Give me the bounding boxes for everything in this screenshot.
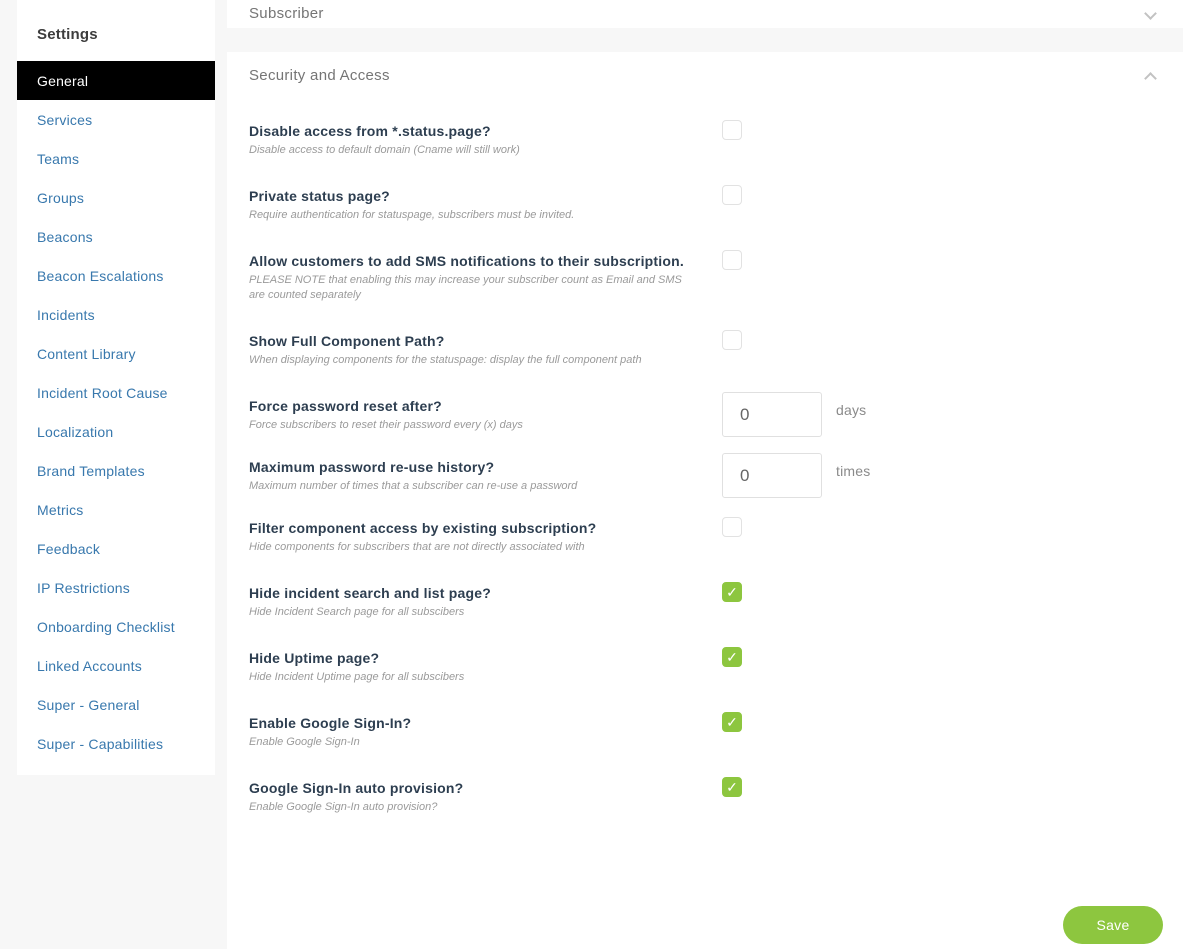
security-and-access-section: Security and Access Disable access from … bbox=[227, 52, 1183, 949]
sidebar-item-groups[interactable]: Groups bbox=[37, 189, 85, 206]
sidebar-item-feedback[interactable]: Feedback bbox=[37, 540, 101, 557]
sidebar-item-localization[interactable]: Localization bbox=[37, 423, 114, 440]
setting-title: Show Full Component Path? bbox=[249, 333, 445, 349]
security-section-title: Security and Access bbox=[249, 67, 390, 84]
input-unit-label: times bbox=[836, 463, 871, 479]
setting-row: Google Sign-In auto provision? Enable Goo… bbox=[249, 777, 1161, 815]
setting-subtitle: Enable Google Sign-In bbox=[249, 736, 360, 748]
setting-title: Force password reset after? bbox=[249, 398, 442, 414]
setting-row: Maximum password re-use history? Maximum … bbox=[249, 453, 1161, 498]
setting-row: Hide incident search and list page? Hide … bbox=[249, 582, 1161, 620]
main-content: Subscriber Security and Access Disable a… bbox=[227, 0, 1183, 949]
setting-row: Filter component access by existing subs… bbox=[249, 517, 1161, 555]
input-unit-label: days bbox=[836, 402, 867, 418]
checkbox-unchecked[interactable] bbox=[722, 185, 742, 205]
setting-title: Maximum password re-use history? bbox=[249, 459, 495, 475]
chevron-down-icon[interactable] bbox=[1144, 7, 1157, 20]
checkbox-checked[interactable]: ✓ bbox=[722, 647, 742, 667]
sidebar-item-incident-root-cause[interactable]: Incident Root Cause bbox=[37, 384, 168, 401]
setting-row: Force password reset after? Force subscri… bbox=[249, 392, 1161, 437]
sidebar-item-beacons[interactable]: Beacons bbox=[37, 228, 93, 245]
checkbox-checked[interactable]: ✓ bbox=[722, 712, 742, 732]
sidebar-item-services[interactable]: Services bbox=[37, 111, 93, 128]
sidebar-item-incidents[interactable]: Incidents bbox=[37, 306, 95, 323]
setting-title: Allow customers to add SMS notifications… bbox=[249, 253, 684, 269]
setting-row-text: Enable Google Sign-In? Enable Google Sign… bbox=[249, 713, 722, 750]
save-button[interactable]: Save bbox=[1063, 906, 1163, 944]
setting-subtitle: Hide Incident Uptime page for all subsci… bbox=[249, 671, 465, 683]
sidebar-item-linked-accounts[interactable]: Linked Accounts bbox=[37, 657, 142, 674]
setting-row: Hide Uptime page? Hide Incident Uptime pa… bbox=[249, 647, 1161, 685]
setting-row-text: Hide incident search and list page? Hide … bbox=[249, 583, 722, 620]
sidebar-item-ip-restrictions[interactable]: IP Restrictions bbox=[37, 579, 130, 596]
setting-subtitle: Enable Google Sign-In auto provision? bbox=[249, 801, 438, 813]
sidebar-item-super-general[interactable]: Super - General bbox=[37, 696, 140, 713]
setting-row-text: Google Sign-In auto provision? Enable Goo… bbox=[249, 778, 722, 815]
setting-title: Enable Google Sign-In? bbox=[249, 715, 412, 731]
sidebar-item-super-capabilities[interactable]: Super - Capabilities bbox=[37, 735, 164, 752]
setting-title: Disable access from *.status.page? bbox=[249, 123, 491, 139]
subscriber-section-title: Subscriber bbox=[249, 5, 324, 22]
sidebar-item-content-library[interactable]: Content Library bbox=[37, 345, 136, 362]
setting-subtitle: When displaying components for the statu… bbox=[249, 354, 642, 366]
setting-row-text: Allow customers to add SMS notifications… bbox=[249, 251, 722, 303]
setting-row-text: Filter component access by existing subs… bbox=[249, 518, 722, 555]
number-input[interactable] bbox=[722, 453, 822, 498]
chevron-up-icon[interactable] bbox=[1144, 72, 1157, 85]
checkbox-unchecked[interactable] bbox=[722, 330, 742, 350]
checkbox-unchecked[interactable] bbox=[722, 517, 742, 537]
setting-row: Disable access from *.status.page? Disabl… bbox=[249, 120, 1161, 158]
sidebar-item-metrics[interactable]: Metrics bbox=[37, 501, 84, 518]
sidebar-title: Settings bbox=[37, 26, 98, 43]
checkbox-checked[interactable]: ✓ bbox=[722, 582, 742, 602]
setting-subtitle: Disable access to default domain (Cname … bbox=[249, 144, 520, 156]
number-input[interactable] bbox=[722, 392, 822, 437]
setting-title: Filter component access by existing subs… bbox=[249, 520, 597, 536]
setting-row-text: Maximum password re-use history? Maximum … bbox=[249, 457, 722, 494]
setting-row-text: Force password reset after? Force subscri… bbox=[249, 396, 722, 433]
setting-title: Hide Uptime page? bbox=[249, 650, 380, 666]
setting-row-text: Show Full Component Path? When displaying… bbox=[249, 331, 722, 368]
setting-row: Enable Google Sign-In? Enable Google Sign… bbox=[249, 712, 1161, 750]
sidebar-item-general[interactable]: General bbox=[17, 61, 215, 100]
setting-row-text: Private status page? Require authenticati… bbox=[249, 186, 722, 223]
setting-row: Private status page? Require authenticati… bbox=[249, 185, 1161, 223]
setting-subtitle: Force subscribers to reset their passwor… bbox=[249, 419, 523, 431]
setting-row: Show Full Component Path? When displaying… bbox=[249, 330, 1161, 368]
section-divider-gap bbox=[227, 28, 1183, 52]
setting-subtitle: Hide Incident Search page for all subsci… bbox=[249, 606, 465, 618]
checkbox-checked[interactable]: ✓ bbox=[722, 777, 742, 797]
settings-sidebar: Settings General Services Teams Groups Beaco… bbox=[17, 0, 215, 775]
sidebar-item-list: General Services Teams Groups Beacons Beacon … bbox=[17, 61, 215, 763]
setting-row-text: Disable access from *.status.page? Disabl… bbox=[249, 121, 722, 158]
sidebar-item-teams[interactable]: Teams bbox=[37, 150, 80, 167]
subscriber-section: Subscriber bbox=[227, 0, 1183, 28]
security-settings-rows: Disable access from *.status.page? Disabl… bbox=[227, 84, 1183, 815]
setting-title: Private status page? bbox=[249, 188, 390, 204]
setting-title: Google Sign-In auto provision? bbox=[249, 780, 464, 796]
security-section-header[interactable]: Security and Access bbox=[227, 52, 1183, 85]
setting-row: Allow customers to add SMS notifications… bbox=[249, 250, 1161, 303]
setting-title: Hide incident search and list page? bbox=[249, 585, 491, 601]
sidebar-item-brand-templates[interactable]: Brand Templates bbox=[37, 462, 145, 479]
sidebar-item-beacon-escalations[interactable]: Beacon Escalations bbox=[37, 267, 164, 284]
checkbox-unchecked[interactable] bbox=[722, 120, 742, 140]
setting-subtitle: PLEASE NOTE that enabling this may incre… bbox=[249, 274, 682, 301]
setting-subtitle: Hide components for subscribers that are… bbox=[249, 541, 585, 553]
setting-row-text: Hide Uptime page? Hide Incident Uptime pa… bbox=[249, 648, 722, 685]
setting-subtitle: Require authentication for statuspage, s… bbox=[249, 209, 575, 221]
setting-subtitle: Maximum number of times that a subscribe… bbox=[249, 480, 578, 492]
sidebar-item-onboarding-checklist[interactable]: Onboarding Checklist bbox=[37, 618, 175, 635]
checkbox-unchecked[interactable] bbox=[722, 250, 742, 270]
subscriber-section-header[interactable]: Subscriber bbox=[227, 0, 1183, 22]
